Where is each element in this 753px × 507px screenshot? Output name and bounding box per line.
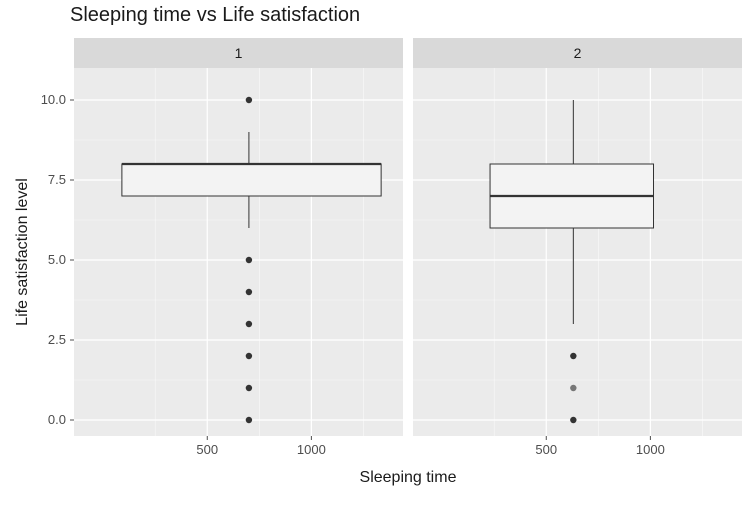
- y-tick-label: 7.5: [48, 172, 66, 187]
- y-tick-label: 0.0: [48, 412, 66, 427]
- facet-strip-2: [413, 38, 742, 68]
- x-tick-label: 1000: [297, 442, 326, 457]
- outlier-point: [245, 320, 253, 328]
- box: [121, 163, 382, 197]
- facet-panel-2: [413, 68, 742, 436]
- x-tick-label: 500: [196, 442, 218, 457]
- y-tick-label: 5.0: [48, 252, 66, 267]
- facet-panels: 1 500 1000 2 500 1000 0.0 2.5 5.0 7.5 10.0: [41, 38, 742, 457]
- facet-label-1: 1: [235, 45, 243, 61]
- outlier-point: [570, 384, 577, 392]
- y-tick-label: 2.5: [48, 332, 66, 347]
- outlier-point: [245, 256, 253, 264]
- x-axis-label: Sleeping time: [360, 469, 457, 486]
- outlier-point: [245, 352, 253, 360]
- facet-label-2: 2: [574, 45, 582, 61]
- facet-strip-1: [74, 38, 403, 68]
- outlier-point: [245, 384, 253, 392]
- outlier-point: [570, 416, 577, 424]
- chart-title: Sleeping time vs Life satisfaction: [70, 4, 360, 26]
- y-axis-label: Life satisfaction level: [14, 178, 31, 326]
- outlier-point: [245, 96, 253, 104]
- outlier-point: [570, 352, 577, 360]
- x-tick-label: 500: [535, 442, 557, 457]
- facet-panel-1: [74, 68, 403, 436]
- outlier-point: [245, 416, 253, 424]
- x-tick-label: 1000: [636, 442, 665, 457]
- outlier-point: [245, 288, 253, 296]
- y-tick-label: 10.0: [41, 92, 66, 107]
